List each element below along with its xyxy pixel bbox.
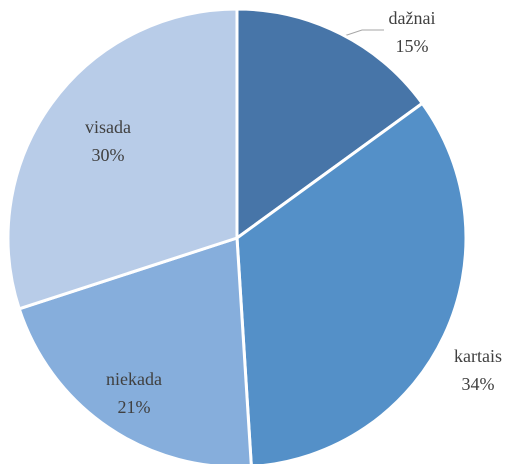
slice-label: niekada [106, 369, 162, 389]
slice-value-label: 21% [118, 397, 151, 417]
slice-label: dažnai [389, 8, 436, 28]
slice-value-label: 15% [396, 36, 429, 56]
pie-slice [235, 7, 424, 240]
slice-label: visada [85, 117, 131, 137]
slice-value-label: 30% [92, 145, 125, 165]
pie-slice [235, 101, 468, 469]
leader-line [343, 29, 384, 37]
slice-label: kartais [454, 346, 502, 366]
pie-slice [6, 7, 239, 311]
slice-value-label: 34% [462, 374, 495, 394]
